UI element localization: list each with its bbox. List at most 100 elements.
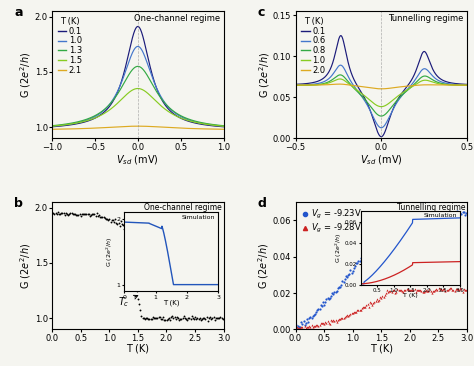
Point: [367, 300, 375, 306]
Point: [359, 304, 367, 310]
Point: [320, 321, 328, 326]
Point: [89, 212, 96, 217]
Point: [413, 214, 420, 220]
Point: [87, 213, 95, 219]
Point: [111, 217, 119, 223]
Y-axis label: G $(2e^2/h)$: G $(2e^2/h)$: [18, 52, 34, 98]
Point: [101, 215, 109, 221]
Point: [414, 214, 422, 220]
Point: [298, 325, 305, 330]
Point: [410, 287, 417, 293]
Point: [106, 216, 113, 222]
Point: [354, 307, 361, 313]
Point: [128, 259, 135, 265]
Text: One-channel regime: One-channel regime: [144, 203, 222, 212]
Point: [326, 321, 334, 327]
Text: One-channel regime: One-channel regime: [134, 14, 220, 23]
Point: [388, 213, 395, 219]
Point: [452, 210, 459, 216]
Point: [307, 324, 314, 330]
Point: [440, 286, 448, 292]
Point: [174, 315, 182, 321]
Point: [365, 304, 373, 310]
Point: [382, 290, 390, 295]
Point: [378, 295, 385, 300]
Point: [354, 261, 361, 266]
Point: [324, 318, 331, 324]
Point: [456, 285, 464, 291]
Point: [68, 210, 75, 216]
Point: [57, 210, 65, 216]
Point: [213, 315, 221, 321]
Point: [73, 212, 80, 218]
Point: [445, 285, 453, 291]
Point: [420, 289, 428, 295]
Point: [357, 255, 365, 261]
Point: [56, 211, 64, 217]
Point: [107, 219, 114, 225]
Point: [299, 324, 306, 329]
Point: [209, 315, 216, 321]
Point: [344, 313, 352, 319]
Point: [293, 326, 301, 332]
Point: [337, 315, 345, 321]
Point: [429, 288, 437, 294]
Point: [308, 315, 315, 321]
Point: [436, 286, 444, 292]
Point: [379, 293, 386, 299]
Point: [462, 210, 470, 216]
Point: [425, 288, 432, 294]
Point: [405, 213, 412, 219]
Point: [126, 253, 134, 258]
Text: $T_c$: $T_c$: [389, 272, 416, 288]
Point: [100, 214, 108, 220]
Point: [461, 212, 469, 217]
Point: [163, 317, 170, 323]
Point: [201, 315, 208, 321]
Point: [418, 288, 425, 294]
Point: [93, 210, 100, 216]
Point: [200, 315, 207, 321]
Point: [312, 309, 320, 315]
Point: [435, 285, 442, 291]
Point: [376, 294, 384, 300]
Point: [327, 318, 335, 324]
Point: [99, 214, 106, 220]
Point: [84, 211, 91, 217]
Point: [335, 316, 343, 322]
Y-axis label: G $(2e^2/h)$: G $(2e^2/h)$: [256, 243, 272, 289]
Point: [51, 211, 58, 217]
Point: [391, 211, 399, 217]
Point: [298, 319, 305, 325]
Point: [109, 217, 117, 223]
Point: [412, 289, 419, 295]
Point: [188, 314, 196, 320]
Point: [316, 322, 323, 328]
Point: [103, 216, 111, 221]
Point: [210, 314, 217, 320]
Point: [387, 288, 394, 294]
Point: [141, 317, 149, 322]
Point: [296, 324, 304, 330]
Point: [456, 210, 464, 216]
Point: [419, 212, 426, 217]
Point: [166, 317, 174, 323]
Point: [137, 307, 144, 313]
Point: [380, 223, 387, 229]
Point: [67, 210, 74, 216]
Point: [202, 316, 210, 322]
Point: [454, 286, 462, 292]
Point: [326, 295, 334, 301]
Point: [64, 212, 72, 217]
Point: [77, 213, 84, 219]
Point: [372, 234, 379, 240]
Point: [319, 321, 327, 326]
Point: [358, 252, 365, 258]
Point: [401, 217, 409, 223]
Point: [86, 213, 94, 219]
Point: [313, 322, 321, 328]
Point: [356, 258, 364, 264]
Point: [447, 214, 455, 220]
Point: [403, 212, 410, 218]
Point: [404, 214, 411, 220]
